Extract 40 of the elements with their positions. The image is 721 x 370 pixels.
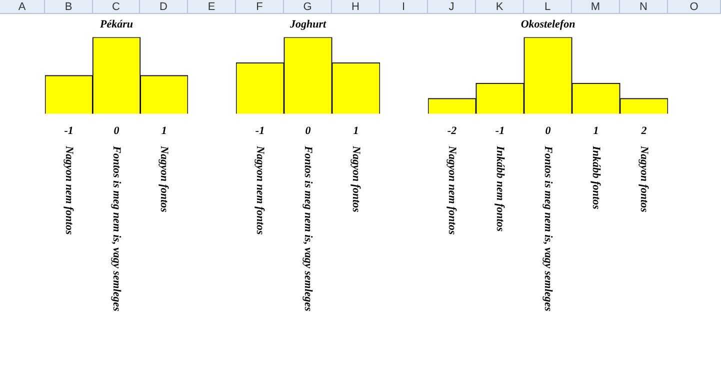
text: D	[140, 0, 188, 14]
text: Nagyon fontos	[637, 146, 650, 214]
text: Inkább nem fontos	[493, 146, 506, 234]
x-tick-label: -1	[64, 125, 74, 138]
x-tick-label: 2	[640, 125, 648, 138]
text: Nagyon fontos	[157, 146, 170, 214]
x-tick-label: 1	[161, 125, 167, 138]
text: Nagyon nem fontos	[445, 146, 458, 237]
text: L	[524, 0, 572, 14]
chart-title: Pékáru	[100, 18, 133, 30]
x-tick-label: -1	[495, 125, 505, 138]
x-tick-label: 0	[114, 125, 120, 138]
x-tick-label: -2	[447, 125, 458, 138]
text: Fontos is meg nem is, vagy semleges	[301, 146, 314, 314]
x-tick-label: 0	[545, 125, 552, 138]
text: Nagyon fontos	[349, 146, 362, 214]
text: Nagyon nem fontos	[253, 146, 266, 237]
x-tick-label: -1	[255, 125, 265, 138]
text: M	[572, 0, 620, 14]
text: O	[668, 0, 721, 14]
text: Inkább fontos	[589, 146, 602, 212]
text: G	[284, 0, 332, 14]
text: F	[236, 0, 284, 14]
text: N	[620, 0, 668, 14]
text: B	[45, 0, 93, 14]
text: E	[188, 0, 236, 14]
text: Fontos is meg nem is, vagy semleges	[110, 146, 122, 314]
chart-title: Joghurt	[288, 18, 327, 30]
text: C	[93, 0, 140, 14]
x-tick-label: 0	[305, 125, 312, 138]
x-tick-label: 1	[593, 125, 599, 138]
x-tick-label: 1	[353, 125, 359, 138]
text: Fontos is meg nem is, vagy semleges	[541, 146, 554, 314]
text: J	[428, 0, 476, 14]
text: H	[332, 0, 380, 14]
text: Nagyon nem fontos	[62, 146, 75, 237]
text: I	[380, 0, 428, 14]
chart-title: Okostelefon	[520, 18, 576, 30]
text: A	[0, 0, 45, 14]
text: K	[476, 0, 524, 14]
